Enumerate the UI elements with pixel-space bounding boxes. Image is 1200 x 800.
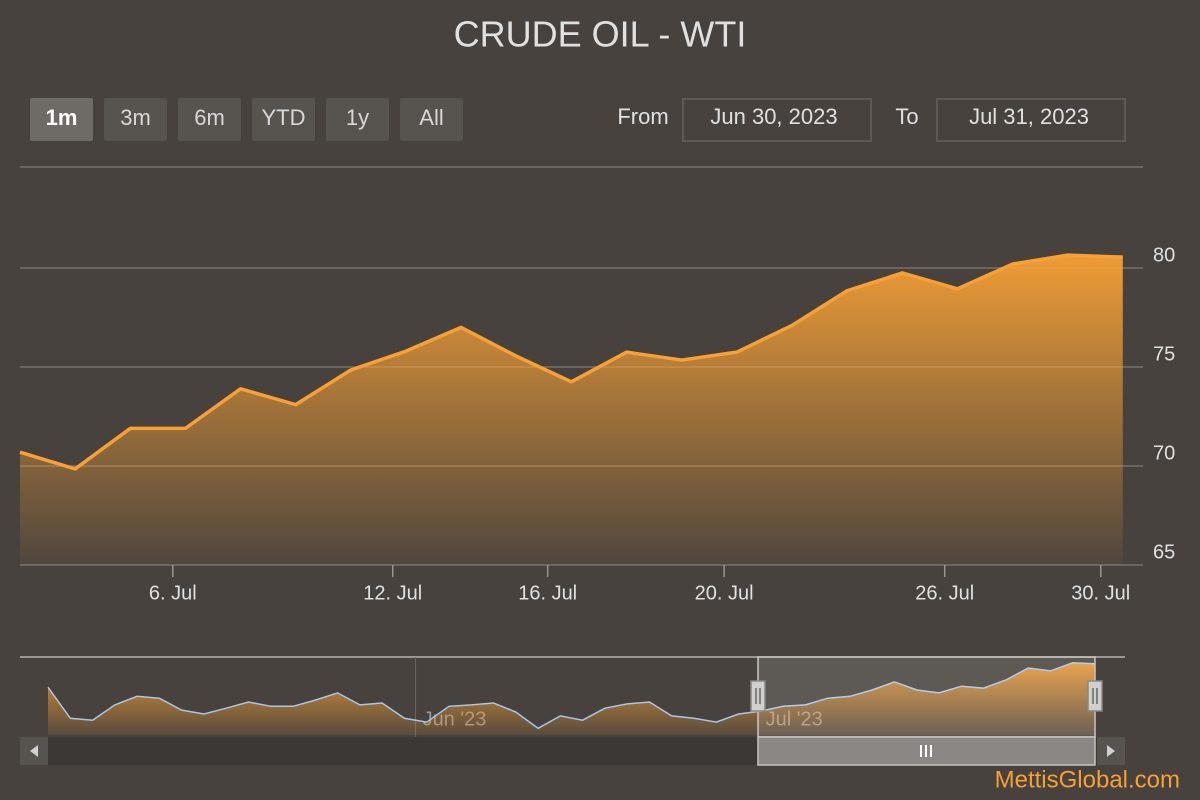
y-tick-label: 75	[1153, 343, 1175, 365]
navigator-line	[47, 662, 1096, 730]
range-button-label: YTD	[262, 105, 306, 130]
from-date: Jun 30, 2023	[710, 104, 837, 129]
navigator-handle[interactable]	[1087, 680, 1103, 712]
range-button-label: 3m	[120, 105, 151, 130]
scrollbar-right-arrow	[1107, 745, 1115, 757]
x-tick-label: 30. Jul	[1071, 582, 1130, 604]
line	[19, 253, 1123, 471]
x-tick-label: 20. Jul	[695, 582, 754, 604]
range-button[interactable]	[178, 98, 241, 141]
from-input[interactable]	[682, 98, 872, 142]
x-tick-label: 12. Jul	[363, 582, 422, 604]
range-buttons: 1m 3m 6m YTD 1y All	[30, 98, 463, 141]
range-button-label: 6m	[194, 105, 225, 130]
navigator-area	[48, 662, 1095, 735]
navigator-handle[interactable]	[750, 680, 766, 712]
x-tick-label: 26. Jul	[915, 582, 974, 604]
area	[20, 255, 1123, 565]
y-tick-label: 65	[1153, 541, 1175, 563]
to-input[interactable]	[936, 98, 1126, 142]
to-label: To	[895, 104, 918, 129]
chart-title: CRUDE OIL - WTI	[454, 14, 747, 55]
x-tick-label: 6. Jul	[149, 582, 197, 604]
scrollbar-left-arrow	[30, 745, 38, 757]
navigator-selection	[757, 656, 1096, 738]
y-tick-label: 80	[1153, 244, 1175, 266]
range-button-label: All	[419, 105, 443, 130]
to-date: Jul 31, 2023	[969, 104, 1089, 129]
range-button[interactable]	[252, 98, 315, 141]
range-button[interactable]	[326, 98, 389, 141]
x-tick-label: 16. Jul	[518, 582, 577, 604]
range-button[interactable]	[104, 98, 167, 141]
credit: MettisGlobal.com	[995, 766, 1180, 793]
range-button[interactable]	[400, 98, 463, 141]
y-tick-label: 70	[1153, 442, 1175, 464]
range-button-label: 1y	[346, 105, 369, 130]
range-button[interactable]	[30, 98, 93, 141]
from-label: From	[617, 104, 668, 129]
range-button-label: 1m	[46, 105, 78, 130]
